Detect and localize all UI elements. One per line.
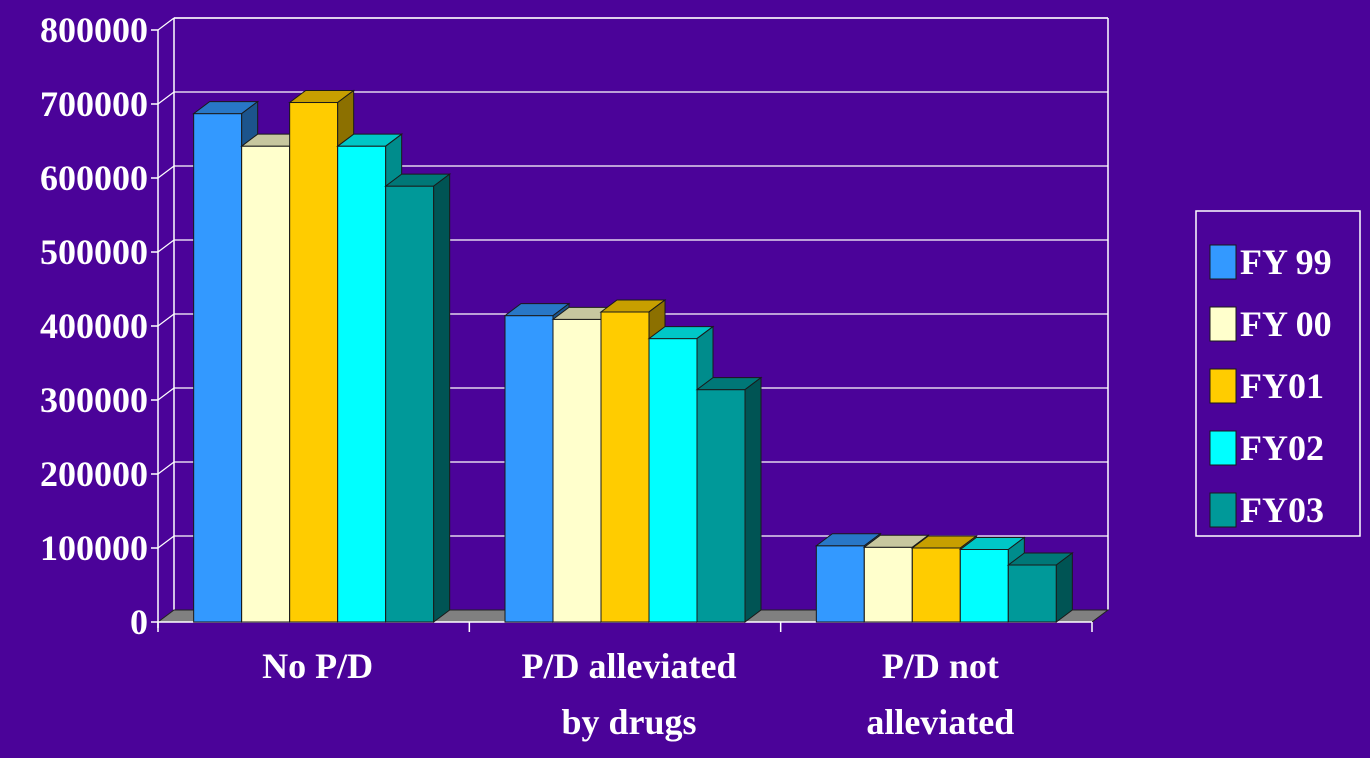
bar-side <box>433 173 451 623</box>
gridline-side <box>157 165 175 179</box>
gridline-side <box>157 461 175 475</box>
bar-front <box>385 185 435 623</box>
gridline-side <box>157 313 175 327</box>
bar-front <box>959 548 1009 623</box>
gridline-side <box>157 387 175 401</box>
legend-swatch <box>1209 430 1237 466</box>
gridline-side <box>157 91 175 105</box>
bar-side <box>1055 552 1073 623</box>
bar-front <box>241 145 291 623</box>
legend-swatch <box>1209 244 1237 280</box>
y-tick-label: 700000 <box>40 84 148 124</box>
legend-label: FY03 <box>1240 490 1324 530</box>
legend-swatch <box>1209 492 1237 528</box>
gridline-side <box>157 239 175 253</box>
bar-front <box>504 315 554 623</box>
bar-side <box>744 376 762 623</box>
bar-front <box>696 389 746 623</box>
y-tick-label: 400000 <box>40 306 148 346</box>
legend-swatch <box>1209 368 1237 404</box>
bar-front <box>815 545 865 623</box>
y-tick-label: 100000 <box>40 528 148 568</box>
y-tick-label: 0 <box>130 602 148 642</box>
x-tick-label: by drugs <box>561 702 696 742</box>
x-tick-label: P/D not <box>882 646 999 686</box>
legend-swatch <box>1209 306 1237 342</box>
legend-label: FY 00 <box>1240 304 1332 344</box>
bar-front <box>600 311 650 623</box>
bar-front <box>289 102 339 623</box>
bar-front <box>648 338 698 623</box>
x-tick-label: No P/D <box>262 646 373 686</box>
gridline-side <box>157 17 175 31</box>
y-tick-label: 500000 <box>40 232 148 272</box>
legend-label: FY01 <box>1240 366 1324 406</box>
bar-front <box>337 145 387 623</box>
y-tick-label: 600000 <box>40 158 148 198</box>
x-tick-label: P/D alleviated <box>522 646 737 686</box>
legend: FY 99 FY 00 FY01 FY02 FY03 <box>1195 210 1361 537</box>
gridline-side <box>157 535 175 549</box>
y-tick-label: 800000 <box>40 10 148 50</box>
bar-front <box>193 113 243 623</box>
legend-label: FY 99 <box>1240 242 1332 282</box>
legend-label: FY02 <box>1240 428 1324 468</box>
y-tick-label: 300000 <box>40 380 148 420</box>
x-tick-label: alleviated <box>866 702 1014 742</box>
y-tick-label: 200000 <box>40 454 148 494</box>
bar-front <box>552 318 602 623</box>
bar-front <box>1007 564 1057 623</box>
bar-front <box>863 546 913 623</box>
bar-front <box>911 547 961 623</box>
